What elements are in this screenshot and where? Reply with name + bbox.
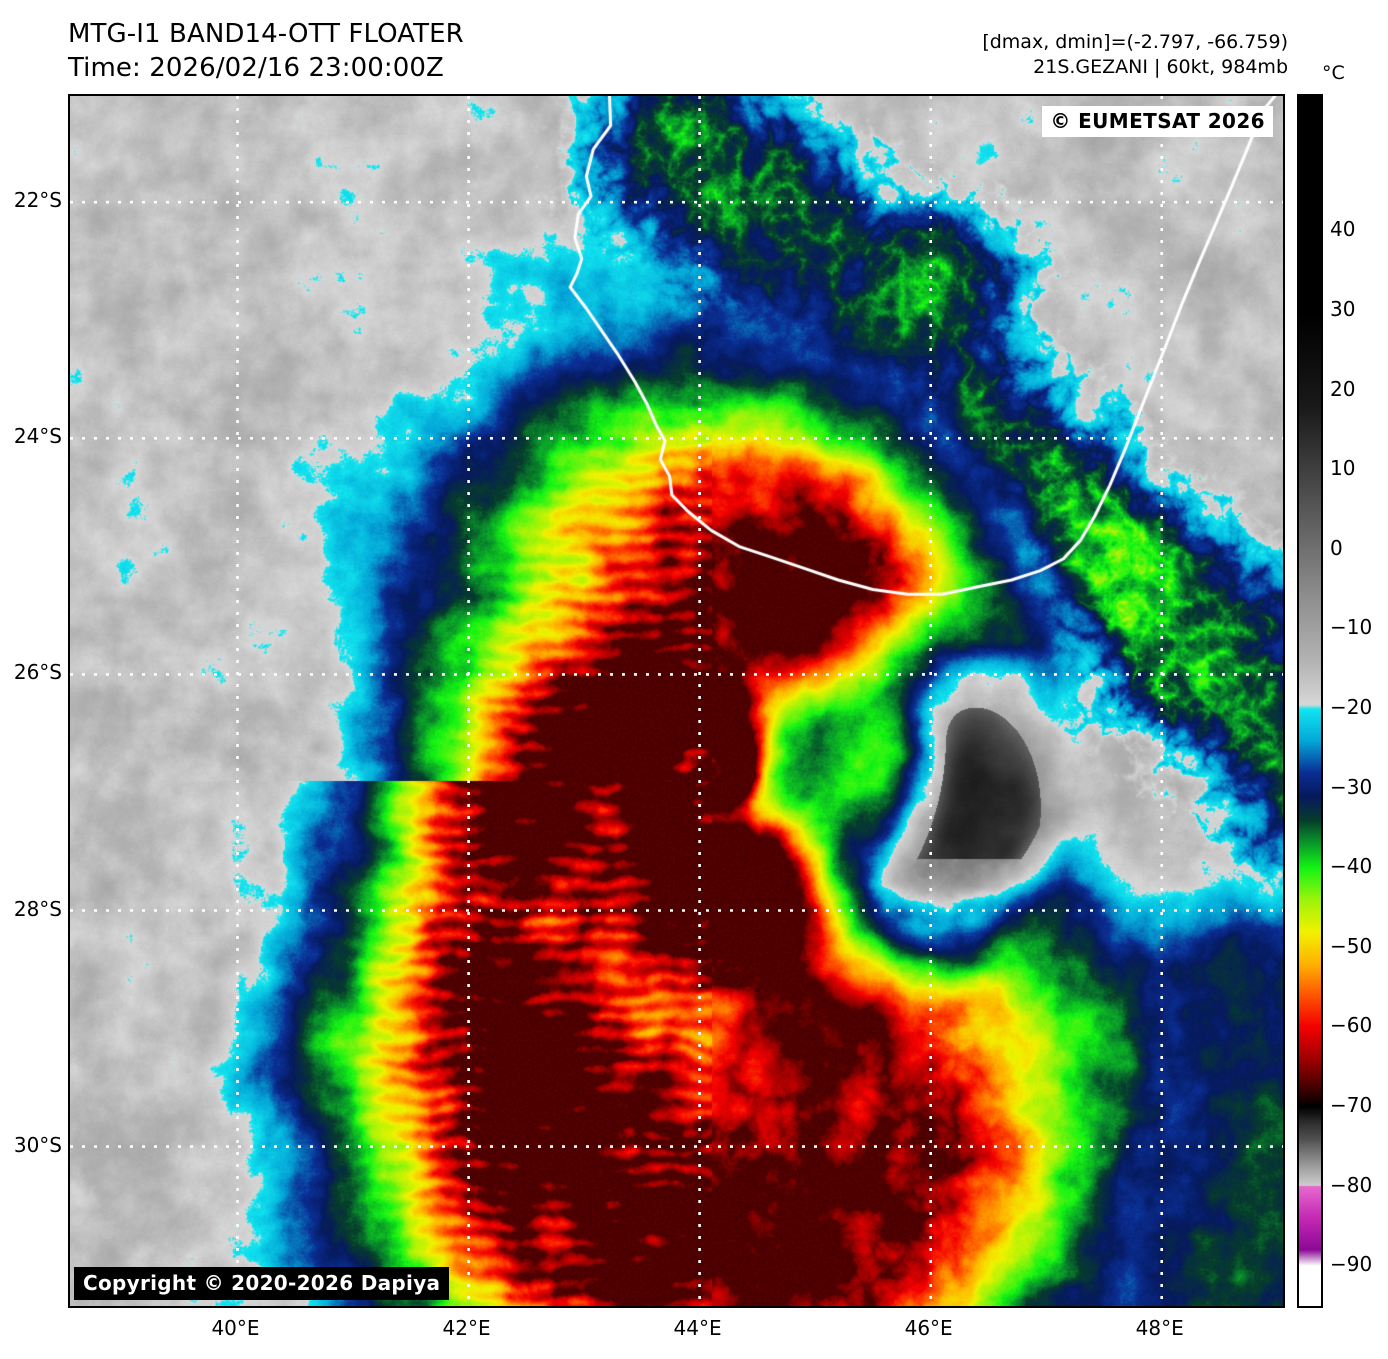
- colorbar-tick-label: −90: [1330, 1252, 1373, 1277]
- colorbar-tick-label: 40: [1330, 217, 1356, 242]
- colorbar-tick-label: −70: [1330, 1092, 1373, 1117]
- colorbar-tick-label: −50: [1330, 933, 1373, 958]
- lat-tick-label: 24°S: [13, 424, 62, 449]
- colorbar-tick-label: 20: [1330, 376, 1356, 401]
- lon-tick-label: 46°E: [904, 1316, 953, 1340]
- satellite-image-panel[interactable]: © EUMETSAT 2026 Copyright © 2020-2026 Da…: [68, 94, 1285, 1308]
- lat-tick-label: 26°S: [13, 660, 62, 685]
- page-title: MTG-I1 BAND14-OTT FLOATER: [68, 19, 464, 49]
- title-block: MTG-I1 BAND14-OTT FLOATER Time: 2026/02/…: [68, 18, 464, 86]
- timestamp-line: Time: 2026/02/16 23:00:00Z: [68, 52, 444, 83]
- colorbar-tick-label: −40: [1330, 854, 1373, 879]
- lon-tick-label: 48°E: [1135, 1316, 1184, 1340]
- lat-tick-label: 30°S: [13, 1132, 62, 1157]
- lat-tick-label: 22°S: [13, 188, 62, 213]
- colorbar-tick-label: −60: [1330, 1013, 1373, 1038]
- colorbar-tick-label: −10: [1330, 615, 1373, 640]
- colorbar-tick-label: 10: [1330, 456, 1356, 481]
- metadata-block: [dmax, dmin]=(-2.797, -66.759) 21S.GEZAN…: [982, 30, 1288, 79]
- infrared-satellite-canvas: [70, 96, 1283, 1306]
- lon-tick-label: 44°E: [673, 1316, 722, 1340]
- colorbar-tick-label: −20: [1330, 694, 1373, 719]
- eumetsat-watermark: © EUMETSAT 2026: [1042, 106, 1273, 137]
- lon-tick-label: 42°E: [442, 1316, 491, 1340]
- colorbar-tick-label: 0: [1330, 535, 1343, 560]
- lat-tick-label: 28°S: [13, 896, 62, 921]
- lon-tick-label: 40°E: [211, 1316, 260, 1340]
- colorbar-unit-label: °C: [1322, 62, 1345, 84]
- colorbar-tick-label: −80: [1330, 1172, 1373, 1197]
- colorbar-tick-label: 30: [1330, 296, 1356, 321]
- storm-info-line: 21S.GEZANI | 60kt, 984mb: [1033, 55, 1288, 78]
- temperature-colorbar[interactable]: [1297, 94, 1323, 1308]
- colorbar-gradient: [1299, 96, 1321, 1306]
- dapiya-copyright-watermark: Copyright © 2020-2026 Dapiya: [74, 1267, 450, 1300]
- colorbar-tick-label: −30: [1330, 774, 1373, 799]
- dmax-dmin-line: [dmax, dmin]=(-2.797, -66.759): [982, 31, 1288, 53]
